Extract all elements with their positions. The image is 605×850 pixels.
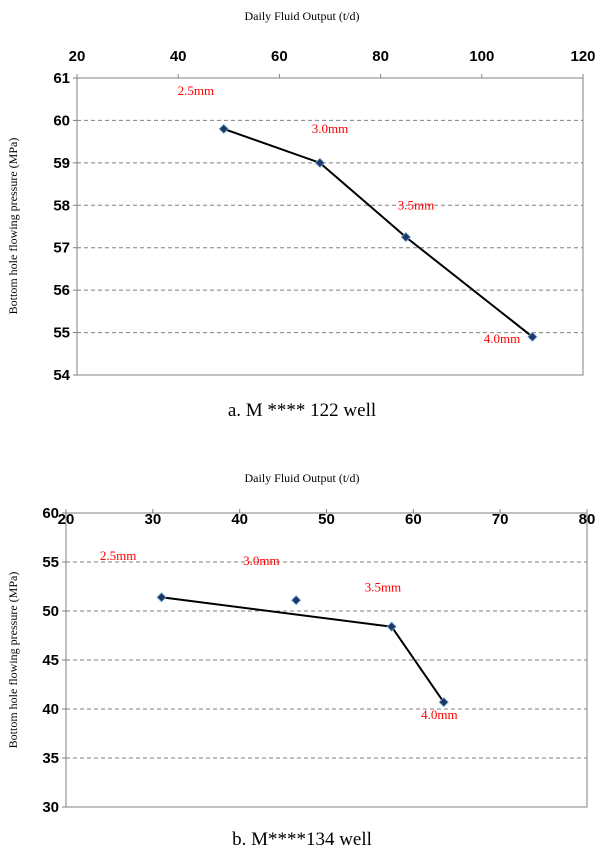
x-tick-label: 60 (271, 48, 288, 65)
y-axis-title: Bottom hole flowing pressure (MPa) (6, 138, 20, 315)
x-tick-label: 20 (58, 511, 75, 528)
x-tick-label: 50 (318, 511, 335, 528)
x-tick-label: 20 (69, 48, 86, 65)
data-point (386, 621, 397, 632)
data-point (314, 157, 325, 168)
y-tick-label: 40 (42, 701, 59, 718)
series-line (161, 596, 445, 703)
x-tick-label: 80 (372, 48, 389, 65)
data-point (527, 331, 538, 342)
y-tick-label: 60 (53, 112, 70, 129)
x-axis-title: Daily Fluid Output (t/d) (245, 9, 360, 23)
x-tick-label: 120 (570, 48, 595, 65)
x-tick-label: 100 (469, 48, 494, 65)
chart-b: Daily Fluid Output (t/d) Bottom hole flow… (6, 471, 595, 850)
data-label: 2.5mm (100, 548, 136, 563)
plot-area (76, 77, 584, 376)
x-tick-label: 30 (144, 511, 161, 528)
y-tick-label: 30 (42, 799, 59, 816)
y-tick-label: 61 (53, 70, 70, 87)
chart-caption: a. M **** 122 well (228, 400, 376, 421)
x-tick-label: 60 (405, 511, 422, 528)
data-point (291, 595, 302, 606)
y-axis-title: Bottom hole flowing pressure (MPa) (6, 572, 20, 749)
y-tick-label: 57 (53, 240, 70, 257)
x-axis-title: Daily Fluid Output (t/d) (245, 471, 360, 485)
y-tick-label: 58 (53, 197, 70, 214)
data-label: 3.0mm (312, 121, 348, 136)
x-tick-label: 40 (231, 511, 248, 528)
data-label: 4.0mm (421, 707, 457, 722)
x-tick-label: 80 (579, 511, 596, 528)
y-tick-label: 50 (42, 603, 59, 620)
data-label: 2.5mm (178, 83, 214, 98)
data-label: 3.5mm (365, 579, 401, 594)
data-point (400, 232, 411, 243)
y-tick-label: 35 (42, 750, 59, 767)
data-label: 3.5mm (398, 198, 434, 213)
series-line (223, 127, 534, 338)
y-tick-label: 56 (53, 282, 70, 299)
x-tick-label: 40 (170, 48, 187, 65)
data-label: 3.0mm (243, 553, 279, 568)
y-tick-label: 55 (53, 325, 70, 342)
y-tick-label: 55 (42, 554, 59, 571)
data-label: 4.0mm (484, 331, 520, 346)
data-point (156, 592, 167, 603)
data-point (218, 123, 229, 134)
x-tick-label: 70 (492, 511, 509, 528)
y-tick-label: 54 (53, 367, 70, 384)
chart-a: Daily Fluid Output (t/d) Bottom hole flow… (6, 9, 596, 421)
y-tick-label: 45 (42, 652, 59, 669)
y-tick-label: 59 (53, 155, 70, 172)
y-tick-label: 60 (42, 505, 59, 522)
chart-caption: b. M****134 well (232, 829, 372, 850)
data-point (438, 697, 449, 708)
